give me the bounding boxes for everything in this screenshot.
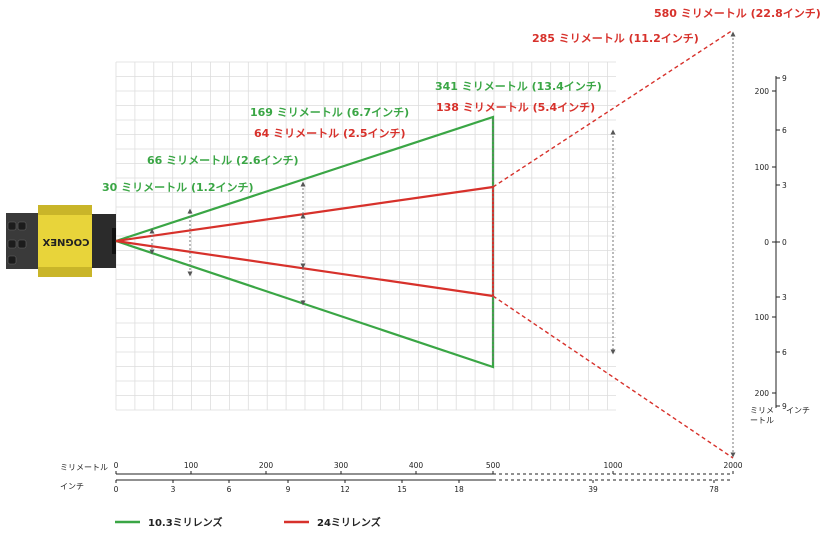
- bottom-inch-tick-label: 18: [454, 485, 464, 494]
- red-labels: 64 ミリメートル (2.5インチ) 138 ミリメートル (5.4インチ) 2…: [254, 7, 821, 140]
- bottom-inch-tick-label: 15: [397, 485, 407, 494]
- fov-24mm-lower-extension: [492, 295, 734, 459]
- bottom-inch-tick-label: 39: [588, 485, 598, 494]
- label-red-580mm: 580 ミリメートル (22.8インチ): [654, 7, 821, 20]
- bottom-mm-tick-label: 500: [486, 461, 501, 470]
- right-mm-tick-label: 200: [755, 87, 770, 96]
- bottom-mm-tick-label: 1000: [603, 461, 622, 470]
- label-red-64mm: 64 ミリメートル (2.5インチ): [254, 127, 406, 140]
- right-axis-mm-label-2: ートル: [750, 416, 774, 425]
- right-axis-mm-label-1: ミリメ: [750, 406, 774, 415]
- right-inch-tick-label: 3: [782, 181, 787, 190]
- bottom-inch-tick-label: 3: [171, 485, 176, 494]
- background-grid: [115, 61, 616, 411]
- right-mm-tick-label: 100: [755, 313, 770, 322]
- bottom-mm-tick-label: 200: [259, 461, 274, 470]
- legend: 10.3ミリレンズ 24ミリレンズ: [115, 516, 381, 529]
- right-inch-tick-label: 9: [782, 74, 787, 83]
- label-green-169mm: 169 ミリメートル (6.7インチ): [250, 106, 409, 119]
- right-mm-tick-label: 100: [755, 163, 770, 172]
- bottom-mm-tick-label: 0: [114, 461, 119, 470]
- label-green-66mm: 66 ミリメートル (2.6インチ): [147, 154, 299, 167]
- right-mm-tick-label: 200: [755, 389, 770, 398]
- legend-label-24mm: 24ミリレンズ: [317, 516, 381, 529]
- camera-brand-text: COGNEX: [42, 236, 89, 247]
- right-inch-tick-label: 9: [782, 402, 787, 411]
- right-inch-tick-label: 6: [782, 348, 787, 357]
- bottom-inch-tick-label: 6: [227, 485, 232, 494]
- right-mm-tick-label: 0: [764, 238, 769, 247]
- bottom-mm-tick-label: 2000: [723, 461, 742, 470]
- label-red-285mm: 285 ミリメートル (11.2インチ): [532, 32, 699, 45]
- bottom-inch-tick-label: 0: [114, 485, 119, 494]
- bottom-mm-tick-label: 100: [184, 461, 199, 470]
- label-green-30mm: 30 ミリメートル (1.2インチ): [102, 181, 254, 194]
- bottom-inch-tick-label: 9: [286, 485, 291, 494]
- camera-body: [6, 205, 116, 277]
- right-inch-tick-label: 0: [782, 238, 787, 247]
- right-inch-tick-label: 3: [782, 293, 787, 302]
- label-green-341mm: 341 ミリメートル (13.4インチ): [435, 80, 602, 93]
- legend-label-10-3mm: 10.3ミリレンズ: [148, 516, 222, 529]
- right-axis-inch-label: インチ: [786, 406, 810, 415]
- fov-24mm-lens: [115, 29, 734, 459]
- bottom-axis-mm-label: ミリメートル: [60, 463, 108, 472]
- bottom-axis-inch-label: インチ: [60, 482, 84, 491]
- bottom-inch-tick-label: 12: [340, 485, 350, 494]
- right-inch-tick-label: 6: [782, 126, 787, 135]
- bottom-mm-tick-label: 300: [334, 461, 349, 470]
- right-axis: 200 100 0 100 200 9 6 3 0 3 6 9 ミリメ ートル インチ: [750, 74, 810, 425]
- bottom-mm-tick-label: 400: [409, 461, 424, 470]
- bottom-axis: ミリメートル インチ 0 100 200 300 400 500 1000 2000 0 3 6 9 1…: [60, 461, 743, 494]
- label-red-138mm: 138 ミリメートル (5.4インチ): [436, 101, 595, 114]
- fov-24mm-upper-extension: [492, 29, 734, 188]
- measurement-arrows: [149, 31, 736, 458]
- green-labels: 30 ミリメートル (1.2インチ) 66 ミリメートル (2.6インチ) 16…: [102, 80, 602, 194]
- bottom-inch-tick-label: 78: [709, 485, 719, 494]
